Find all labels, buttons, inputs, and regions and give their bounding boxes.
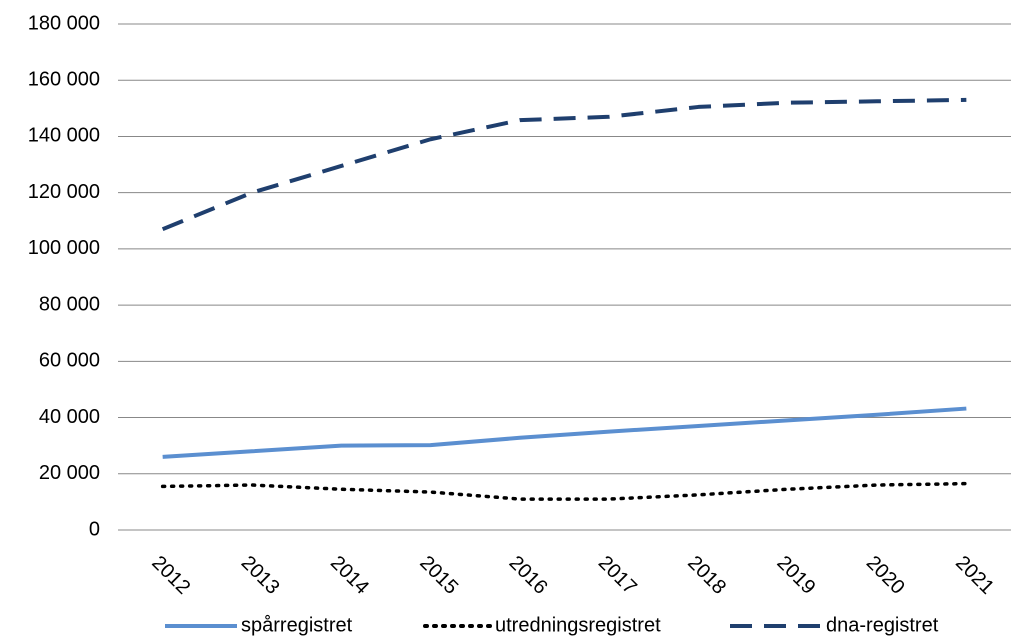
x-tick-label: 2013 [237, 552, 284, 599]
y-tick-label: 140 000 [28, 125, 100, 147]
x-tick-label: 2017 [594, 552, 641, 599]
x-tick-label: 2015 [415, 552, 462, 599]
series-line [162, 406, 967, 459]
x-tick-label: 2014 [326, 552, 373, 599]
y-tick-label: 40 000 [39, 406, 100, 428]
y-tick-label: 180 000 [28, 12, 100, 34]
y-tick-label: 20 000 [39, 462, 100, 484]
x-tick-label: 2016 [505, 552, 552, 599]
legend-label: spårregistret [241, 614, 353, 636]
y-tick-label: 60 000 [39, 350, 100, 372]
x-tick-label: 2018 [683, 552, 730, 599]
y-tick-label: 120 000 [28, 181, 100, 203]
x-tick-label: 2020 [862, 552, 909, 599]
y-tick-label: 0 [89, 518, 100, 540]
x-tick-label: 2021 [951, 552, 998, 599]
x-tick-label: 2019 [772, 552, 819, 599]
series-line [160, 481, 969, 501]
y-tick-label: 80 000 [39, 293, 100, 315]
legend-label: utredningsregistret [495, 614, 661, 636]
y-tick-label: 100 000 [28, 237, 100, 259]
legend-label: dna-registret [826, 614, 939, 636]
x-tick-label: 2012 [147, 552, 194, 599]
series-line [161, 97, 967, 232]
y-tick-label: 160 000 [28, 69, 100, 91]
